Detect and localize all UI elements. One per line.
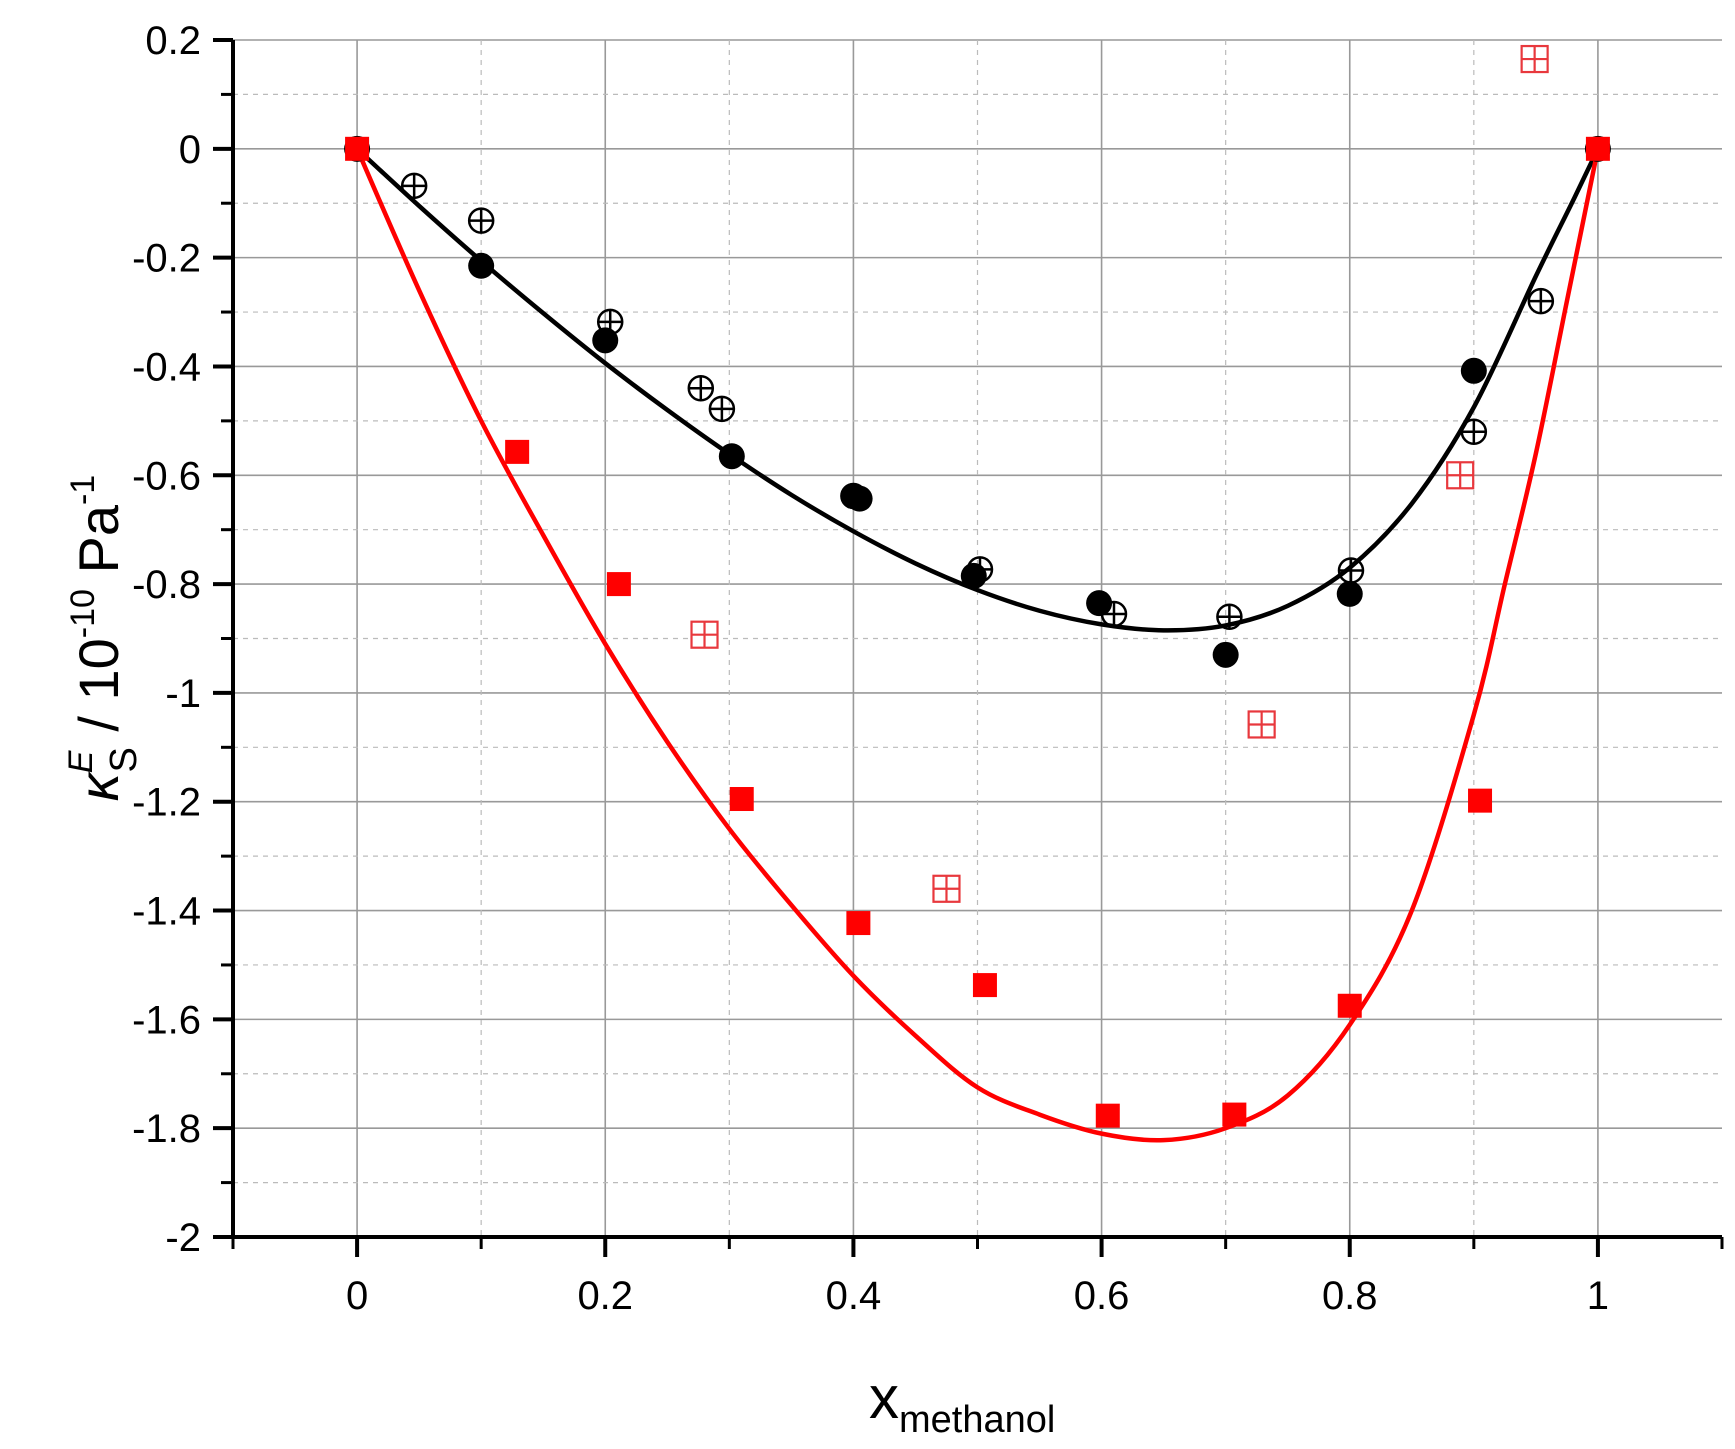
y-tick-label-0: 0.2 <box>145 19 201 63</box>
point-s1-11 <box>1527 287 1555 315</box>
point-s0-9 <box>1336 580 1363 607</box>
x-axis-title: xmethanol <box>869 1364 1055 1441</box>
y-tick-label-5: -0.8 <box>132 563 201 607</box>
point-s1-0 <box>400 172 428 200</box>
y-axis-title-kappa: κ <box>67 770 130 801</box>
x-tick-label-4: 0.8 <box>1322 1274 1378 1318</box>
y-axis-title: κES / 10-10 Pa-1 <box>62 475 145 801</box>
point-s1-5 <box>840 482 867 510</box>
y-tick-label-3: -0.4 <box>132 345 201 389</box>
point-s1-4 <box>708 395 736 423</box>
point-s2-2 <box>606 572 631 597</box>
y-tick-label-10: -1.8 <box>132 1107 201 1151</box>
point-s1-7 <box>1100 600 1128 628</box>
point-s1-6 <box>966 556 994 583</box>
point-s2-6 <box>1095 1103 1120 1128</box>
y-tick-label-11: -2 <box>165 1216 201 1260</box>
point-s0-6 <box>960 562 987 589</box>
point-s0-10 <box>1460 357 1487 384</box>
y-axis-title-sup: E <box>62 750 100 773</box>
point-s2-9 <box>1468 788 1493 813</box>
point-s3-0 <box>690 620 719 649</box>
y-tick-label-4: -0.6 <box>132 454 201 498</box>
y-axis-title-rest: / 10 <box>67 638 130 747</box>
point-s2-1 <box>505 439 530 464</box>
point-s1-8 <box>1216 603 1243 630</box>
y-tick-label-6: -1 <box>165 672 201 716</box>
point-s0-1 <box>468 252 495 279</box>
fit-curve-1 <box>355 147 1601 1143</box>
point-s1-3 <box>687 374 715 402</box>
x-axis-title-sub: methanol <box>899 1399 1055 1441</box>
point-s0-3 <box>718 443 745 470</box>
y-tick-label-7: -1.2 <box>132 781 201 825</box>
x-axis-title-main: x <box>869 1364 899 1431</box>
x-tick-label-1: 0.2 <box>577 1274 633 1318</box>
y-tick-label-1: 0 <box>179 128 201 172</box>
point-s1-2 <box>596 308 624 336</box>
y-axis-title-unit: Pa <box>67 504 130 589</box>
point-s2-0 <box>345 136 370 161</box>
ticks: 0 0.2 0.4 0.6 0.8 1 0.2 0 -0.2 -0.4 -0.6 -0.8 -1 -1.2… <box>132 19 1724 1318</box>
y-axis-title-exp: -10 <box>64 589 102 638</box>
point-s2-7 <box>1222 1102 1247 1127</box>
point-s0-7 <box>1086 590 1113 617</box>
x-tick-label-5: 1 <box>1587 1274 1609 1318</box>
point-s2-4 <box>846 911 871 936</box>
point-s1-10 <box>1460 418 1488 445</box>
point-s2-5 <box>972 973 997 998</box>
point-s0-8 <box>1212 641 1239 668</box>
point-s3-3 <box>1446 461 1475 490</box>
point-s2-3 <box>729 787 754 812</box>
x-tick-label-2: 0.4 <box>826 1274 882 1318</box>
y-tick-label-9: -1.6 <box>132 998 201 1042</box>
point-s2-8 <box>1337 993 1362 1018</box>
y-tick-label-2: -0.2 <box>132 237 201 281</box>
point-s2-10 <box>1585 136 1610 161</box>
point-s0-2 <box>592 327 619 354</box>
x-tick-label-3: 0.6 <box>1074 1274 1130 1318</box>
grid <box>233 39 1722 1238</box>
y-axis-title-unit-exp: -1 <box>64 475 102 505</box>
y-axis-title-sub: S <box>103 747 145 772</box>
point-s1-1 <box>467 207 495 234</box>
point-s3-1 <box>932 874 961 903</box>
point-s3-4 <box>1520 44 1549 74</box>
point-s3-2 <box>1247 710 1276 739</box>
data-markers <box>344 44 1611 1128</box>
x-tick-label-0: 0 <box>346 1274 368 1318</box>
point-s1-9 <box>1337 557 1365 584</box>
y-tick-label-8: -1.4 <box>132 890 201 934</box>
